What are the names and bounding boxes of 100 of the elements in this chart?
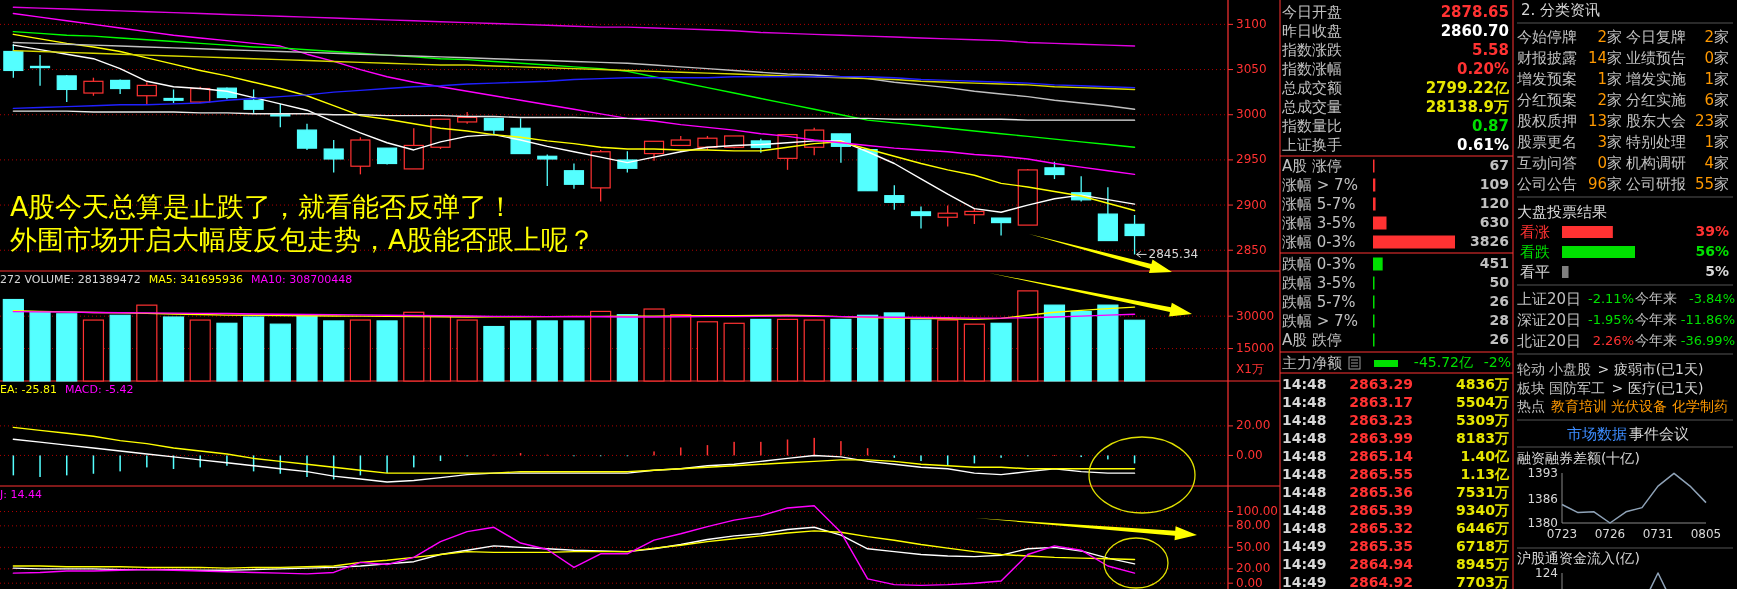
data-label: 39% (1695, 223, 1729, 239)
y-tick-label: 2950 (1236, 152, 1267, 167)
text: 2家 (1704, 27, 1729, 46)
text: 股东大会 (1626, 111, 1686, 130)
text: > 医疗(已1天) (1611, 379, 1704, 396)
text: 2863.23 (1349, 412, 1413, 428)
text: 14:48 (1282, 484, 1327, 500)
y-tick-label: 0.00 (1236, 447, 1263, 462)
text: 互动问答 (1517, 153, 1577, 172)
line-series (12, 30, 1136, 148)
data-label: 67 (1489, 157, 1509, 173)
y-tick-label: 1393 (1527, 465, 1558, 480)
line-series (12, 438, 1136, 483)
text: 14家 (1587, 48, 1622, 67)
bar (563, 320, 585, 382)
text: 市场数据 (1567, 424, 1627, 443)
text: 2863.99 (1349, 430, 1413, 446)
chart-title: 沪股通资金流入(亿) (1517, 550, 1640, 566)
text: 14:48 (1282, 430, 1327, 446)
text: 昨日收盘 (1282, 21, 1342, 40)
text: 6718万 (1456, 538, 1509, 554)
bar (883, 312, 905, 382)
text: 9340万 (1456, 502, 1509, 518)
y-tick-label: 看平 (1520, 262, 1550, 281)
y-tick-label: 20.00 (1236, 561, 1271, 576)
candlestick (83, 77, 104, 97)
y-tick-label: 跌幅 5-7% (1282, 292, 1356, 311)
text: 2家 (1597, 27, 1622, 46)
data-label: 3826 (1470, 233, 1509, 249)
y-tick-label: 2900 (1236, 197, 1267, 212)
text: 财报披露 (1517, 48, 1577, 67)
bar (910, 319, 932, 382)
text: X1万 (1236, 361, 1264, 376)
chart-title: 融资融券差额(十亿) (1517, 450, 1640, 466)
y-tick-label: 看跌 (1520, 242, 1550, 261)
bar (162, 316, 185, 382)
y-tick-label: 100.00 (1236, 504, 1278, 519)
y-tick-label: 跌幅 > 7% (1282, 311, 1358, 330)
annotation: 124 (1535, 565, 1558, 580)
text: 机构调研 (1626, 153, 1686, 172)
bar (857, 314, 879, 382)
text: 1.13亿 (1460, 466, 1510, 482)
candlestick (910, 205, 932, 230)
bar (990, 322, 1012, 382)
y-tick-label: 15000 (1236, 341, 1275, 356)
text: 1家 (1597, 69, 1622, 88)
line-series (12, 76, 1136, 110)
text: 2863.29 (1349, 376, 1413, 392)
text: 增发预案 (1516, 69, 1577, 88)
text: 1.40亿 (1460, 448, 1510, 464)
text: 分红实施 (1626, 90, 1686, 109)
text: 14:48 (1282, 394, 1327, 410)
text: 2864.94 (1349, 556, 1414, 572)
text: -2% (1483, 354, 1511, 370)
text: 公司研报 (1626, 174, 1686, 193)
text: 热点 (1517, 398, 1545, 414)
text: 2865.55 (1349, 466, 1413, 482)
text: 1家 (1704, 69, 1729, 88)
bar (296, 315, 318, 382)
text: 6家 (1704, 90, 1729, 109)
candlestick (3, 43, 24, 79)
text: 板块 国防军工 (1516, 379, 1606, 396)
annotation: 2845.34 (1148, 246, 1199, 261)
text: 4家 (1704, 153, 1729, 172)
text: 14:48 (1282, 466, 1327, 482)
data-label: 56% (1695, 243, 1729, 259)
y-tick-label: A股 涨停 (1282, 156, 1343, 175)
y-tick-label: 跌幅 0-3% (1282, 254, 1356, 273)
text: 教育培训 光伏设备 化学制药 (1551, 398, 1728, 414)
data-label: 50 (1489, 274, 1510, 290)
bar (509, 320, 532, 382)
candlestick (56, 74, 77, 103)
text: MA5: 341695936 (148, 273, 243, 286)
text: 7531万 (1456, 484, 1509, 500)
bar (269, 323, 291, 382)
text: 14:48 (1282, 448, 1327, 464)
y-tick-label: 50.00 (1236, 539, 1271, 554)
text: 指数量比 (1281, 116, 1342, 135)
bar (1373, 216, 1387, 230)
text: 2. 分类资讯 (1521, 0, 1601, 19)
text: 今年来 (1635, 290, 1677, 306)
annotation: 外围市场开启大幅度反包走势，A股能否跟上呢？ (10, 224, 596, 255)
text: -2.11% (1588, 290, 1634, 306)
text: 14:49 (1282, 538, 1327, 554)
bar (1123, 319, 1146, 382)
text: 股票更名 (1517, 132, 1577, 151)
text: 2865.36 (1349, 484, 1413, 500)
annotation: -45.72亿 (1413, 354, 1473, 370)
text: 2865.35 (1349, 538, 1413, 554)
text: 今年来 (1635, 332, 1677, 348)
line-series (12, 6, 1136, 47)
line-series (1561, 472, 1707, 524)
y-tick-label: 涨幅 5-7% (1282, 194, 1356, 213)
bar (750, 318, 772, 382)
text: EA: -25.81 (0, 383, 57, 396)
text: -11.86% (1680, 311, 1735, 327)
text: 2.26% (1592, 332, 1634, 348)
candlestick (937, 204, 958, 228)
text: 4836万 (1456, 376, 1509, 392)
text: 事件会议 (1629, 424, 1689, 443)
